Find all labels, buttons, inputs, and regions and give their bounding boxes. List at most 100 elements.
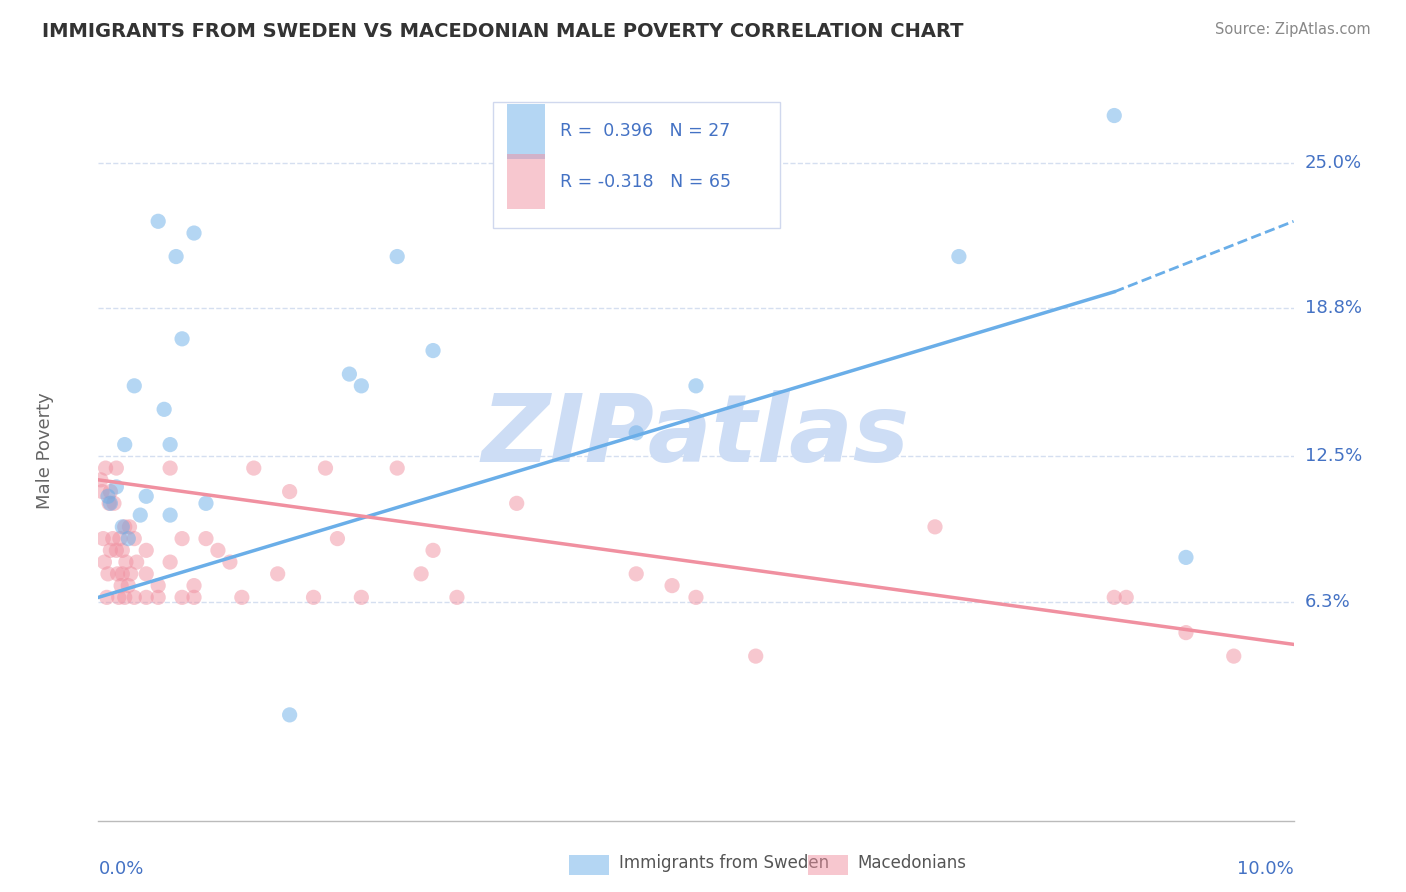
- Text: Immigrants from Sweden: Immigrants from Sweden: [619, 855, 828, 872]
- Point: [110, 579, 132, 593]
- Point: [446, 591, 468, 605]
- Point: [506, 496, 529, 510]
- Point: [172, 591, 194, 605]
- Point: [172, 332, 194, 346]
- Point: [685, 591, 707, 605]
- FancyBboxPatch shape: [494, 103, 780, 228]
- Text: 12.5%: 12.5%: [1305, 447, 1362, 466]
- Text: 25.0%: 25.0%: [1305, 153, 1362, 171]
- Point: [385, 461, 409, 475]
- Point: [172, 532, 194, 546]
- Point: [661, 579, 683, 593]
- Point: [924, 520, 946, 534]
- Point: [111, 543, 134, 558]
- Point: [153, 402, 176, 417]
- Point: [219, 555, 242, 569]
- Point: [339, 367, 361, 381]
- Point: [315, 461, 337, 475]
- Point: [114, 437, 136, 451]
- Text: 0.0%: 0.0%: [98, 860, 143, 878]
- Bar: [508, 154, 546, 210]
- Point: [115, 555, 138, 569]
- Point: [124, 532, 146, 546]
- Text: Source: ZipAtlas.com: Source: ZipAtlas.com: [1215, 22, 1371, 37]
- Point: [94, 461, 117, 475]
- Point: [105, 461, 128, 475]
- Point: [302, 591, 325, 605]
- Point: [685, 379, 707, 393]
- Point: [159, 437, 181, 451]
- Point: [114, 591, 136, 605]
- Point: [267, 566, 290, 581]
- Point: [107, 566, 129, 581]
- Point: [745, 649, 768, 664]
- Point: [385, 250, 409, 264]
- Point: [114, 520, 136, 534]
- Text: 6.3%: 6.3%: [1305, 593, 1350, 611]
- Text: 18.8%: 18.8%: [1305, 299, 1361, 318]
- Point: [125, 555, 148, 569]
- Point: [105, 480, 128, 494]
- Point: [98, 543, 122, 558]
- Point: [91, 532, 114, 546]
- Point: [948, 250, 970, 264]
- Point: [231, 591, 253, 605]
- Point: [135, 591, 157, 605]
- Point: [90, 473, 112, 487]
- Point: [120, 566, 142, 581]
- Point: [1115, 591, 1137, 605]
- Text: Male Poverty: Male Poverty: [35, 392, 53, 508]
- Point: [105, 543, 128, 558]
- Point: [148, 591, 170, 605]
- Point: [98, 484, 122, 499]
- Point: [111, 566, 134, 581]
- Point: [159, 555, 181, 569]
- Text: 10.0%: 10.0%: [1237, 860, 1294, 878]
- Point: [148, 579, 170, 593]
- Point: [117, 532, 139, 546]
- Point: [278, 484, 301, 499]
- Bar: [508, 103, 546, 159]
- Point: [124, 591, 146, 605]
- Point: [159, 461, 181, 475]
- Point: [183, 591, 205, 605]
- Point: [108, 532, 131, 546]
- Point: [101, 532, 124, 546]
- Point: [278, 707, 301, 722]
- Point: [195, 496, 218, 510]
- Point: [118, 520, 141, 534]
- Point: [1175, 550, 1198, 565]
- Point: [98, 496, 122, 510]
- Point: [350, 591, 373, 605]
- Point: [107, 591, 129, 605]
- Point: [135, 566, 157, 581]
- Point: [207, 543, 229, 558]
- Point: [1104, 591, 1126, 605]
- Point: [97, 489, 120, 503]
- Point: [148, 214, 170, 228]
- Point: [1223, 649, 1246, 664]
- Point: [422, 543, 444, 558]
- Point: [124, 379, 146, 393]
- Point: [326, 532, 349, 546]
- Text: Macedonians: Macedonians: [858, 855, 967, 872]
- Point: [93, 555, 115, 569]
- Point: [159, 508, 181, 522]
- Point: [183, 579, 205, 593]
- Point: [1104, 109, 1126, 123]
- Point: [97, 566, 120, 581]
- Point: [165, 250, 187, 264]
- Point: [117, 579, 139, 593]
- Text: R =  0.396   N = 27: R = 0.396 N = 27: [560, 122, 730, 140]
- Point: [135, 489, 157, 503]
- Point: [626, 425, 648, 440]
- Point: [103, 496, 125, 510]
- Point: [626, 566, 648, 581]
- Point: [195, 532, 218, 546]
- Point: [111, 520, 134, 534]
- Point: [243, 461, 266, 475]
- Point: [129, 508, 152, 522]
- Point: [183, 226, 205, 240]
- Text: IMMIGRANTS FROM SWEDEN VS MACEDONIAN MALE POVERTY CORRELATION CHART: IMMIGRANTS FROM SWEDEN VS MACEDONIAN MAL…: [42, 22, 963, 41]
- Point: [1175, 625, 1198, 640]
